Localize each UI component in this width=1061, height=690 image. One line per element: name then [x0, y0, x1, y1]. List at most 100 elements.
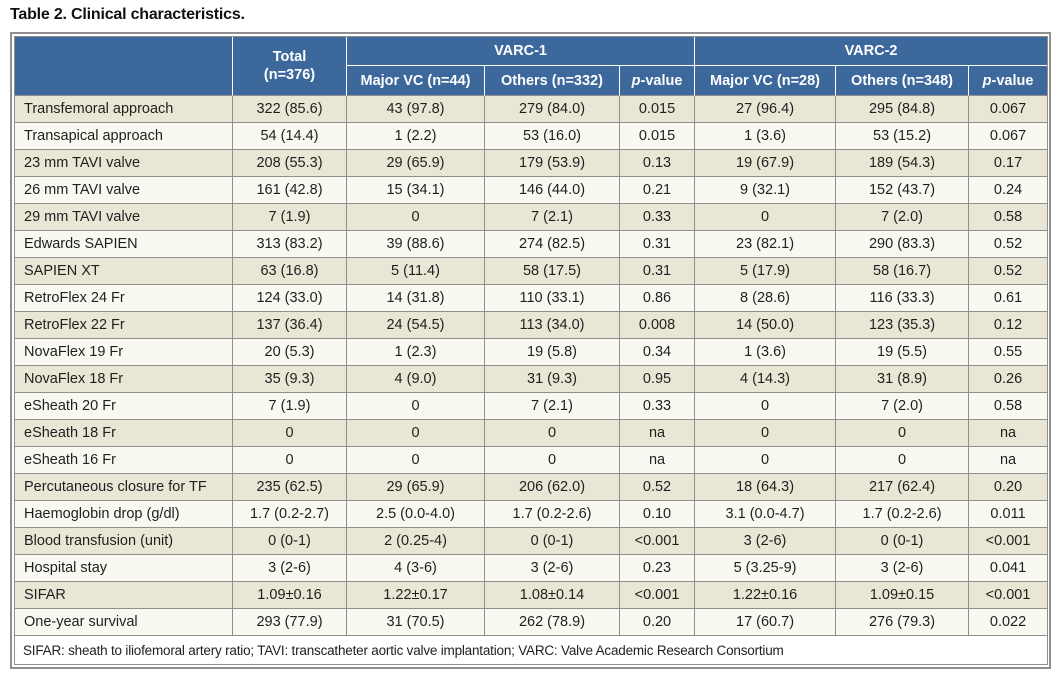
cell-varc1-others: 0 — [485, 420, 620, 447]
table-row: 29 mm TAVI valve 7 (1.9) 0 7 (2.1) 0.33 0 7 (2… — [15, 204, 1048, 231]
cell-varc2-major-vc: 0 — [695, 447, 837, 474]
cell-varc2-major-vc: 1 (3.6) — [695, 339, 837, 366]
table-row: NovaFlex 19 Fr 20 (5.3) 1 (2.3) 19 (5.8) 0.3… — [15, 339, 1048, 366]
column-header-blank — [15, 37, 233, 96]
cell-total: 63 (16.8) — [233, 258, 347, 285]
table-row: Transapical approach 54 (14.4) 1 (2.2) 53 (… — [15, 123, 1048, 150]
cell-varc1-others: 206 (62.0) — [485, 474, 620, 501]
column-header-varc2-major-vc: Major VC (n=28) — [695, 66, 837, 96]
total-n: (n=376) — [263, 67, 316, 83]
row-label: Percutaneous closure for TF — [15, 474, 233, 501]
row-label: 26 mm TAVI valve — [15, 177, 233, 204]
column-header-varc2-p-value: p-value — [969, 66, 1048, 96]
cell-varc1-major-vc: 0 — [347, 204, 485, 231]
cell-varc2-major-vc: 5 (17.9) — [695, 258, 837, 285]
cell-varc2-p-value: 0.61 — [969, 285, 1048, 312]
cell-varc1-major-vc: 15 (34.1) — [347, 177, 485, 204]
cell-total: 322 (85.6) — [233, 96, 347, 123]
table-row: One-year survival 293 (77.9) 31 (70.5) 262 … — [15, 609, 1048, 636]
row-label: eSheath 20 Fr — [15, 393, 233, 420]
cell-varc1-others: 274 (82.5) — [485, 231, 620, 258]
cell-total: 54 (14.4) — [233, 123, 347, 150]
footnote: SIFAR: sheath to iliofemoral artery rati… — [15, 636, 1048, 664]
cell-varc1-others: 3 (2-6) — [485, 555, 620, 582]
cell-varc1-major-vc: 14 (31.8) — [347, 285, 485, 312]
cell-varc1-others: 146 (44.0) — [485, 177, 620, 204]
footnote-row: SIFAR: sheath to iliofemoral artery rati… — [15, 636, 1048, 664]
cell-varc1-p-value: 0.015 — [620, 123, 696, 150]
cell-varc1-others: 1.7 (0.2-2.6) — [485, 501, 620, 528]
cell-varc2-others: 0 — [836, 420, 970, 447]
header-group-row: Total (n=376) VARC-1 VARC-2 — [15, 37, 1048, 96]
row-label: Edwards SAPIEN — [15, 231, 233, 258]
cell-varc1-major-vc: 5 (11.4) — [347, 258, 485, 285]
cell-varc1-p-value: 0.52 — [620, 474, 696, 501]
row-label: NovaFlex 18 Fr — [15, 366, 233, 393]
cell-total: 0 — [233, 420, 347, 447]
row-label: RetroFlex 22 Fr — [15, 312, 233, 339]
cell-varc1-p-value: 0.33 — [620, 204, 696, 231]
cell-total: 1.7 (0.2-2.7) — [233, 501, 347, 528]
cell-varc2-others: 3 (2-6) — [836, 555, 970, 582]
row-label: eSheath 16 Fr — [15, 447, 233, 474]
cell-varc1-p-value: 0.31 — [620, 258, 696, 285]
cell-total: 0 (0-1) — [233, 528, 347, 555]
row-label: Blood transfusion (unit) — [15, 528, 233, 555]
cell-total: 137 (36.4) — [233, 312, 347, 339]
table-row: Edwards SAPIEN 313 (83.2) 39 (88.6) 274 (82… — [15, 231, 1048, 258]
column-header-varc2-others: Others (n=348) — [836, 66, 970, 96]
row-label: One-year survival — [15, 609, 233, 636]
cell-varc2-others: 1.09±0.15 — [836, 582, 970, 609]
cell-varc1-others: 7 (2.1) — [485, 393, 620, 420]
table-row: SIFAR 1.09±0.16 1.22±0.17 1.08±0.14 <0.001 1.… — [15, 582, 1048, 609]
cell-varc1-others: 262 (78.9) — [485, 609, 620, 636]
cell-varc1-p-value: 0.95 — [620, 366, 696, 393]
p-italic: p — [982, 72, 992, 89]
cell-varc1-others: 58 (17.5) — [485, 258, 620, 285]
cell-varc2-p-value: 0.55 — [969, 339, 1048, 366]
table-row: 26 mm TAVI valve 161 (42.8) 15 (34.1) 146 (… — [15, 177, 1048, 204]
cell-varc2-others: 0 — [836, 447, 970, 474]
cell-varc2-major-vc: 19 (67.9) — [695, 150, 837, 177]
column-group-varc1: VARC-1 — [347, 37, 696, 66]
cell-varc2-major-vc: 8 (28.6) — [695, 285, 837, 312]
cell-varc2-p-value: 0.041 — [969, 555, 1048, 582]
cell-varc1-major-vc: 0 — [347, 447, 485, 474]
cell-varc1-major-vc: 4 (9.0) — [347, 366, 485, 393]
column-header-total: Total (n=376) — [233, 37, 347, 96]
cell-varc2-p-value: <0.001 — [969, 528, 1048, 555]
cell-varc2-p-value: na — [969, 447, 1048, 474]
cell-varc2-others: 123 (35.3) — [836, 312, 970, 339]
p-rest: -value — [991, 72, 1034, 89]
table-header: Total (n=376) VARC-1 VARC-2 Major VC (n=… — [15, 37, 1048, 96]
table-row: Transfemoral approach 322 (85.6) 43 (97.8)… — [15, 96, 1048, 123]
cell-varc2-others: 276 (79.3) — [836, 609, 970, 636]
cell-varc1-others: 110 (33.1) — [485, 285, 620, 312]
cell-varc2-p-value: 0.24 — [969, 177, 1048, 204]
table-body: Transfemoral approach 322 (85.6) 43 (97.8)… — [15, 96, 1048, 636]
table-row: Blood transfusion (unit) 0 (0-1) 2 (0.25-4… — [15, 528, 1048, 555]
cell-varc2-major-vc: 14 (50.0) — [695, 312, 837, 339]
row-label: Hospital stay — [15, 555, 233, 582]
cell-varc2-others: 19 (5.5) — [836, 339, 970, 366]
cell-varc2-others: 116 (33.3) — [836, 285, 970, 312]
cell-varc2-p-value: 0.17 — [969, 150, 1048, 177]
column-group-varc2: VARC-2 — [695, 37, 1048, 66]
cell-varc1-p-value: 0.10 — [620, 501, 696, 528]
cell-varc2-major-vc: 4 (14.3) — [695, 366, 837, 393]
cell-varc2-major-vc: 23 (82.1) — [695, 231, 837, 258]
p-rest: -value — [640, 72, 683, 89]
column-header-varc1-others: Others (n=332) — [485, 66, 620, 96]
cell-varc1-major-vc: 0 — [347, 393, 485, 420]
cell-varc2-p-value: 0.067 — [969, 96, 1048, 123]
cell-varc1-others: 7 (2.1) — [485, 204, 620, 231]
cell-varc1-p-value: 0.015 — [620, 96, 696, 123]
cell-varc1-others: 19 (5.8) — [485, 339, 620, 366]
cell-varc1-major-vc: 1 (2.2) — [347, 123, 485, 150]
total-label: Total — [272, 48, 307, 65]
cell-total: 35 (9.3) — [233, 366, 347, 393]
cell-varc1-p-value: 0.008 — [620, 312, 696, 339]
table-row: RetroFlex 22 Fr 137 (36.4) 24 (54.5) 113 (3… — [15, 312, 1048, 339]
cell-total: 1.09±0.16 — [233, 582, 347, 609]
